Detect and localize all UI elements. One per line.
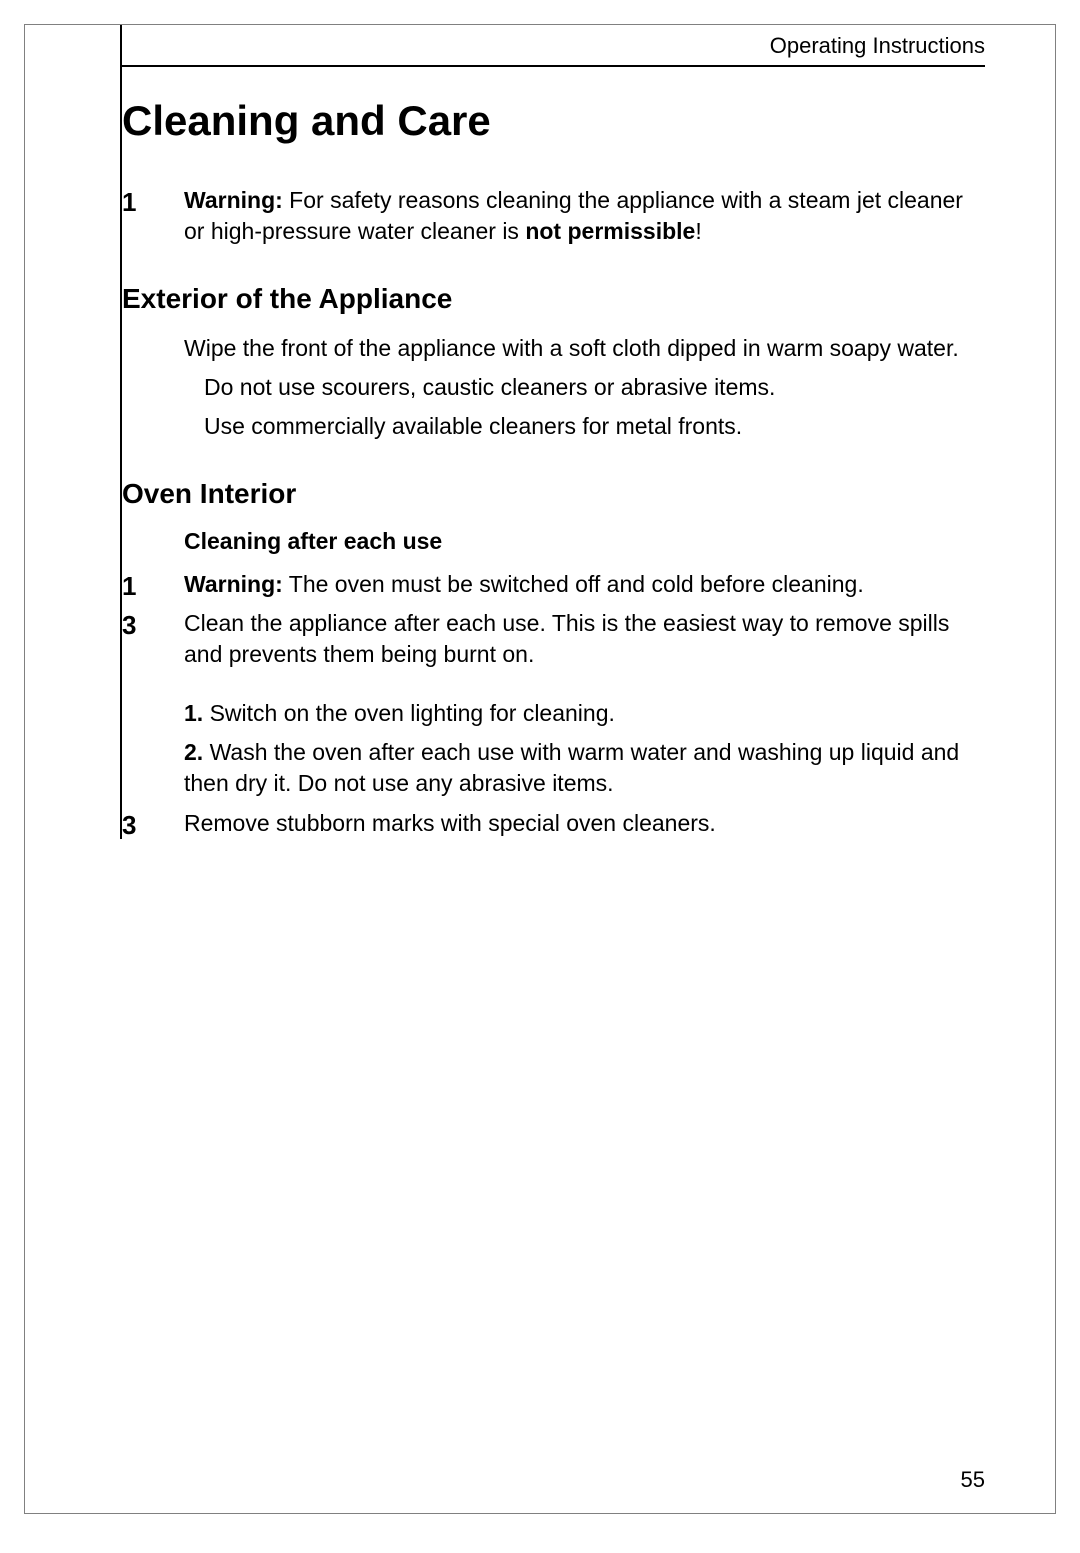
warning-1: 1 Warning: For safety reasons cleaning t… bbox=[120, 185, 985, 247]
warning-1-text-b: ! bbox=[695, 218, 701, 244]
content-border: Operating Instructions Cleaning and Care… bbox=[120, 25, 985, 839]
subheading-cleaning: Cleaning after each use bbox=[120, 528, 985, 555]
heading-exterior: Exterior of the Appliance bbox=[120, 283, 985, 315]
exterior-bullet-2: Use commercially available cleaners for … bbox=[120, 411, 985, 442]
warning-2-marker: 1 bbox=[122, 569, 136, 604]
interior-note-1: 3 Clean the appliance after each use. Th… bbox=[120, 608, 985, 670]
page-number: 55 bbox=[961, 1467, 985, 1493]
spacer bbox=[120, 678, 985, 698]
header-section-label: Operating Instructions bbox=[122, 33, 985, 59]
interior-note-2-marker: 3 bbox=[122, 808, 136, 843]
interior-note-1-marker: 3 bbox=[122, 608, 136, 643]
warning-1-marker: 1 bbox=[122, 185, 136, 220]
step-1-num: 1. bbox=[184, 700, 203, 726]
page-frame: Operating Instructions Cleaning and Care… bbox=[24, 24, 1056, 1514]
warning-2-label: Warning: bbox=[184, 571, 283, 597]
header-row: Operating Instructions bbox=[120, 25, 985, 67]
step-2-num: 2. bbox=[184, 739, 203, 765]
exterior-bullet-1: Do not use scourers, caustic cleaners or… bbox=[120, 372, 985, 403]
step-2-text: Wash the oven after each use with warm w… bbox=[184, 739, 959, 796]
warning-1-label: Warning: bbox=[184, 187, 283, 213]
warning-1-bold: not permissible bbox=[525, 218, 695, 244]
page-title: Cleaning and Care bbox=[120, 97, 985, 145]
exterior-para-1: Wipe the front of the appliance with a s… bbox=[120, 333, 985, 364]
main-content: Cleaning and Care 1 Warning: For safety … bbox=[120, 67, 985, 839]
heading-interior: Oven Interior bbox=[120, 478, 985, 510]
step-1: 1. Switch on the oven lighting for clean… bbox=[120, 698, 985, 729]
step-2: 2. Wash the oven after each use with war… bbox=[120, 737, 985, 799]
warning-2-text: The oven must be switched off and cold b… bbox=[283, 571, 864, 597]
step-1-text: Switch on the oven lighting for cleaning… bbox=[203, 700, 615, 726]
interior-note-1-text: Clean the appliance after each use. This… bbox=[184, 610, 949, 667]
interior-note-2: 3 Remove stubborn marks with special ove… bbox=[120, 808, 985, 839]
interior-note-2-text: Remove stubborn marks with special oven … bbox=[184, 810, 716, 836]
warning-2: 1 Warning: The oven must be switched off… bbox=[120, 569, 985, 600]
